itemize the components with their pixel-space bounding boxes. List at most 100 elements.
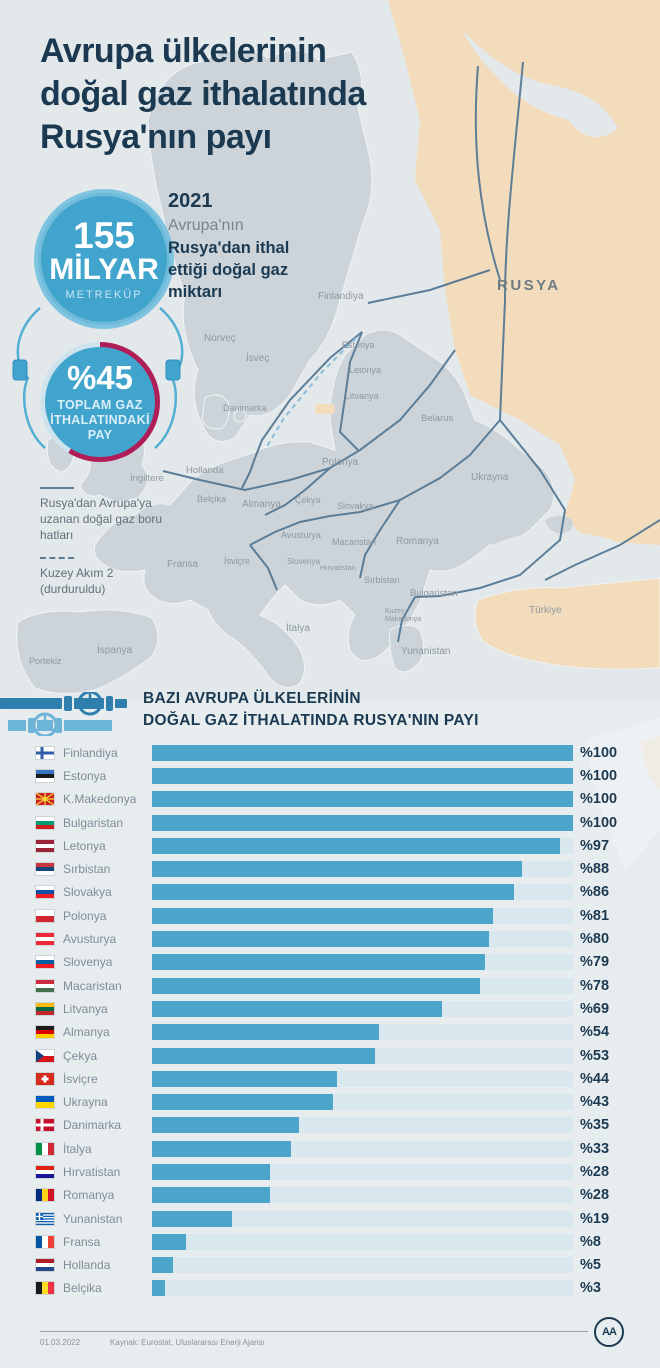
flag-icon-polonya	[35, 908, 55, 923]
bar-track	[152, 1000, 573, 1017]
faint-land	[585, 718, 660, 872]
map-country-label: Yunanistan	[401, 646, 451, 657]
country-label: Litvanya	[63, 1001, 108, 1016]
bar-track	[152, 744, 573, 761]
flag-icon-macaristan	[35, 978, 55, 993]
map-country-label: Finlandiya	[318, 291, 364, 302]
value-label: %100	[580, 791, 618, 808]
bar	[152, 1187, 270, 1204]
map-country-label: Türkiye	[529, 605, 562, 616]
value-label: %88	[580, 861, 610, 878]
value-label: %78	[580, 977, 610, 994]
legend-solid-line-swatch	[40, 487, 74, 489]
chart-row: Finlandiya %100	[0, 741, 660, 764]
flag-icon-estonya	[35, 768, 55, 783]
denmark	[201, 394, 230, 430]
map-country-label: Letonya	[349, 365, 381, 375]
bar	[152, 907, 493, 924]
pipe-valve-nub-left	[12, 359, 28, 381]
country-label: İtalya	[63, 1141, 92, 1156]
flag-icon-slovakya	[35, 885, 55, 900]
country-label: Yunanistan	[63, 1211, 123, 1226]
value-label: %28	[580, 1163, 610, 1180]
flag-icon-fransa	[35, 1234, 55, 1249]
bar-track	[152, 931, 573, 948]
share-number: %45	[66, 359, 134, 396]
bar-track	[152, 767, 573, 784]
bar-track	[152, 1187, 573, 1204]
chart-row: Hırvatistan %28	[0, 1160, 660, 1183]
chart-row: Hollanda %5	[0, 1254, 660, 1277]
map-labels: RUSYA Finlandiya Norveç İsveç Estonya Letonya…	[29, 277, 562, 666]
flag-icon-belçika	[35, 1281, 55, 1296]
title-line-1: Avrupa ülkelerinin	[40, 32, 327, 70]
volume-unit: MİLYAR	[49, 252, 159, 286]
bar	[152, 1117, 300, 1134]
pipelines	[162, 61, 660, 643]
footer-date: 01.03.2022	[40, 1338, 81, 1347]
intro-emphasis: Rusya'dan ithal ettiği doğal gaz miktarı	[168, 239, 290, 301]
country-label: Sırbistan	[63, 862, 111, 877]
map-country-label: Çekya	[295, 495, 321, 505]
chart-row: Estonya %100	[0, 764, 660, 787]
value-label: %35	[580, 1117, 610, 1134]
chart-row: Almanya %54	[0, 1021, 660, 1044]
map-country-label: Romanya	[396, 536, 439, 547]
bar	[152, 1047, 376, 1064]
country-label: Romanya	[63, 1188, 115, 1203]
flag-icon-k.makedonya	[35, 792, 55, 807]
bar-track	[152, 1094, 573, 1111]
chart-row: Yunanistan %19	[0, 1207, 660, 1230]
country-label: Hollanda	[63, 1258, 111, 1273]
chart-row: Romanya %28	[0, 1184, 660, 1207]
bar-track	[152, 1047, 573, 1064]
bar-track	[152, 1163, 573, 1180]
flag-icon-çekya	[35, 1048, 55, 1063]
flag-icon-hırvatistan	[35, 1164, 55, 1179]
bar	[152, 1024, 380, 1041]
value-label: %86	[580, 884, 610, 901]
flag-icon-sırbistan	[35, 862, 55, 877]
flag-icon-avusturya	[35, 932, 55, 947]
country-label: Ukrayna	[63, 1095, 108, 1110]
flag-icon-slovenya	[35, 955, 55, 970]
map-country-label: İngiltere	[130, 473, 164, 484]
map-country-label: İtalya	[286, 621, 310, 634]
intro-year: 2021	[168, 190, 213, 212]
bar-track	[152, 814, 573, 831]
legend-solid-label: Rusya'dan Avrupa'ya uzanan doğal gaz bor…	[40, 496, 163, 542]
chart-row: Çekya %53	[0, 1044, 660, 1067]
country-label: Fransa	[63, 1234, 101, 1249]
value-label: %80	[580, 931, 610, 948]
bar-track	[152, 1233, 573, 1250]
volume-number: 155	[73, 214, 135, 256]
map-country-label: Hollanda	[186, 465, 224, 476]
bar-track	[152, 977, 573, 994]
denmark-island	[233, 409, 247, 423]
country-label: Macaristan	[63, 978, 122, 993]
legend-dashed-label: Kuzey Akım 2 (durduruldu)	[40, 566, 114, 596]
section-title-line-1: BAZI AVRUPA ÜLKELERİNİN	[143, 690, 361, 707]
bar	[152, 837, 561, 854]
value-label: %69	[580, 1000, 610, 1017]
bar	[152, 884, 515, 901]
map-country-label: Danimarka	[223, 403, 267, 413]
country-label: Slovenya	[63, 955, 113, 970]
chart-row: İtalya %33	[0, 1137, 660, 1160]
map-country-label: Almanya	[242, 499, 281, 510]
turkey-landmass	[474, 577, 660, 670]
map-country-label: Polonya	[322, 457, 359, 468]
country-label: Belçika	[63, 1281, 102, 1296]
title-line-3: Rusya'nın payı	[40, 118, 272, 156]
flag-icon-almanya	[35, 1025, 55, 1040]
map-country-label: Hırvatistan	[320, 563, 356, 572]
flag-icon-romanya	[35, 1188, 55, 1203]
chart-row: Sırbistan %88	[0, 857, 660, 880]
bar	[152, 1280, 165, 1297]
bar	[152, 744, 573, 761]
flag-icon-yunanistan	[35, 1211, 55, 1226]
bar-track	[152, 1070, 573, 1087]
map-country-label: Fransa	[167, 559, 199, 570]
map-country-label: Macaristan	[332, 537, 376, 547]
map-country-label: Kuzey	[385, 608, 405, 615]
